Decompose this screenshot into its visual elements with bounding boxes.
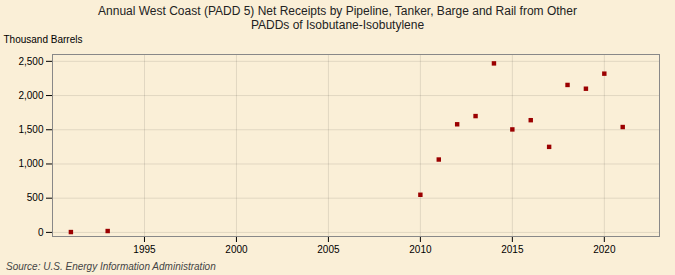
svg-text:2010: 2010 [409, 244, 432, 255]
svg-text:2020: 2020 [593, 244, 616, 255]
svg-text:0: 0 [38, 227, 44, 238]
svg-text:2015: 2015 [501, 244, 524, 255]
html-text:Source: U.S. Energy Informatio: Source: U.S. Energy Information Administ… [6, 261, 216, 272]
svg-text:2,500: 2,500 [18, 56, 43, 67]
svg-text:Thousand Barrels: Thousand Barrels [4, 34, 83, 45]
svg-text:2000: 2000 [225, 244, 248, 255]
svg-text:1,500: 1,500 [18, 124, 43, 135]
svg-text:1,000: 1,000 [18, 158, 43, 169]
svg-text:2,000: 2,000 [18, 90, 43, 101]
svg-text:1995: 1995 [133, 244, 156, 255]
svg-text:500: 500 [27, 192, 44, 203]
svg-text:2005: 2005 [317, 244, 340, 255]
html-text:Annual West Coast (PADD 5) Net: Annual West Coast (PADD 5) Net Receipts … [98, 4, 577, 32]
